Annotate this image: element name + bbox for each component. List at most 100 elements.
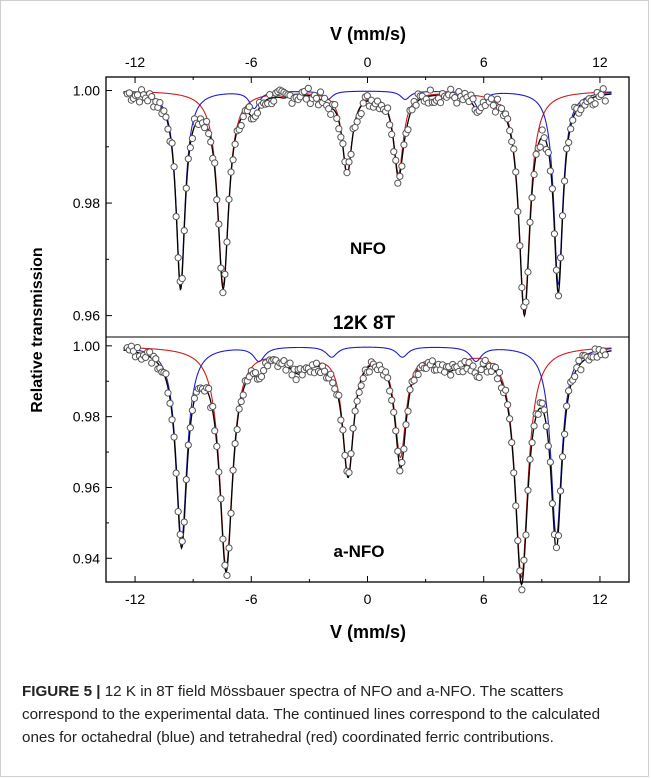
data-point	[428, 357, 436, 365]
data-point	[223, 571, 231, 579]
data-point	[221, 270, 229, 278]
y-tick-label: 1.00	[73, 83, 100, 99]
data-point	[518, 283, 526, 292]
data-point	[548, 500, 556, 508]
x-tick-label-bottom: 0	[364, 591, 372, 607]
data-point	[506, 127, 514, 135]
data-point	[286, 359, 294, 367]
condition-label: 12K 8T	[333, 313, 396, 334]
data-point	[164, 125, 172, 133]
data-point	[170, 433, 178, 441]
data-point	[398, 162, 406, 170]
data-point	[532, 150, 540, 158]
data-point	[512, 502, 520, 510]
data-point	[567, 125, 575, 133]
data-point	[394, 447, 402, 455]
data-point	[414, 370, 422, 379]
data-point	[251, 369, 260, 377]
data-point	[341, 451, 349, 459]
data-point	[160, 107, 168, 115]
data-point	[180, 226, 188, 235]
data-point	[329, 379, 337, 387]
data-point	[225, 544, 233, 552]
data-point	[337, 416, 345, 424]
data-point	[166, 399, 174, 407]
data-point	[563, 145, 571, 153]
x-tick-label-bottom: 12	[592, 591, 608, 607]
data-point	[225, 195, 233, 203]
data-point	[577, 366, 585, 374]
data-point	[178, 537, 186, 545]
data-point	[239, 113, 247, 121]
y-tick-label: 0.98	[73, 409, 100, 425]
data-point	[219, 289, 227, 297]
data-point	[502, 386, 510, 394]
data-point	[209, 402, 217, 411]
data-point	[520, 556, 528, 564]
data-point	[560, 430, 569, 438]
data-point	[398, 458, 406, 467]
data-point	[207, 138, 215, 146]
x-tick-label-top: 12	[592, 54, 608, 70]
data-point	[382, 368, 390, 376]
data-point	[493, 95, 502, 103]
data-point	[563, 402, 571, 410]
data-point	[217, 264, 225, 272]
data-point	[223, 238, 231, 246]
data-point	[168, 139, 176, 147]
data-point	[239, 391, 247, 399]
data-point	[489, 101, 498, 109]
data-point	[184, 155, 192, 163]
data-point	[351, 407, 359, 415]
data-point	[506, 415, 514, 423]
y-tick-label: 0.96	[73, 308, 100, 324]
data-point	[186, 424, 194, 432]
data-point	[552, 544, 561, 552]
data-point	[554, 292, 563, 300]
octahedral-fit-line	[123, 90, 612, 286]
data-point	[412, 101, 420, 109]
data-point	[347, 450, 355, 458]
data-point	[530, 170, 538, 179]
data-point	[540, 406, 548, 414]
data-point	[544, 148, 552, 157]
octahedral-fit-line	[123, 346, 612, 543]
data-point	[337, 133, 345, 141]
data-point	[174, 254, 182, 262]
data-point	[556, 487, 565, 495]
data-point	[400, 445, 408, 453]
data-point	[245, 103, 253, 111]
data-point	[552, 266, 561, 274]
data-point	[227, 509, 235, 517]
data-point	[591, 100, 599, 108]
data-point	[227, 168, 235, 176]
data-point	[312, 359, 321, 367]
figure-caption-text: 12 K in 8T field Mössbauer spectra of NF…	[22, 683, 601, 746]
data-point	[556, 254, 565, 262]
data-point	[213, 196, 221, 204]
data-point	[229, 156, 237, 164]
data-point	[569, 116, 577, 124]
data-point	[493, 375, 502, 383]
data-point	[524, 268, 532, 276]
y-tick-label: 0.94	[73, 550, 100, 566]
data-point	[508, 438, 516, 447]
data-point	[292, 376, 300, 384]
data-point	[516, 242, 524, 250]
data-point	[392, 427, 400, 435]
data-point	[526, 455, 534, 463]
data-point	[491, 108, 500, 116]
data-point	[404, 407, 412, 415]
data-point	[522, 531, 530, 539]
data-point	[408, 106, 416, 114]
data-point	[508, 138, 516, 146]
data-point	[229, 466, 237, 474]
data-point	[546, 458, 554, 466]
data-point	[231, 439, 239, 448]
data-point	[526, 218, 534, 226]
data-point	[390, 408, 398, 416]
data-point	[469, 95, 477, 103]
top-x-axis-title: V (mm/s)	[330, 24, 406, 44]
data-point	[188, 406, 196, 415]
data-point	[534, 410, 542, 418]
